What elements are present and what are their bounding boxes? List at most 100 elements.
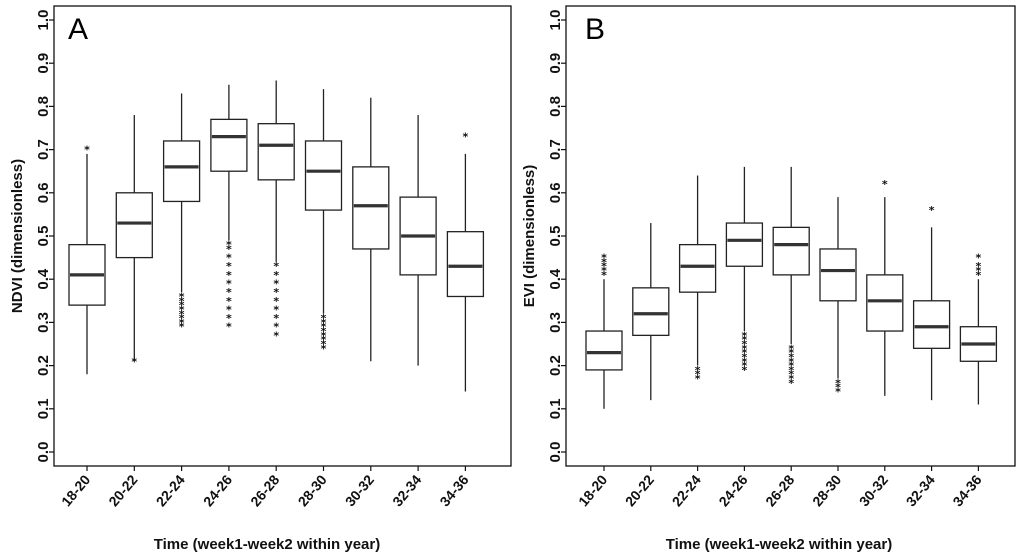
x-tick-label: 26-28	[247, 471, 282, 509]
outlier-point: *	[273, 303, 279, 316]
outlier-point: *	[742, 329, 748, 342]
box	[210, 118, 248, 172]
outlier-point: *	[788, 351, 794, 364]
outlier-point: *	[601, 260, 607, 273]
outlier-point: *	[179, 303, 185, 316]
outlier-point: *	[273, 321, 279, 334]
outlier-point: *	[695, 373, 701, 386]
y-tick-label: 0.3	[547, 312, 564, 333]
outlier-point: *	[788, 377, 794, 390]
box	[585, 330, 623, 371]
outlier-point: *	[321, 334, 327, 347]
box	[866, 274, 904, 332]
y-axis-ticks: 0.0 0.1 0.2 0.3 0.4 0.5 0.6 0.7 0.8 0.9 1.0	[547, 10, 566, 463]
y-tick-label: 0.2	[35, 355, 52, 376]
x-tick-label: 18-20	[58, 471, 93, 509]
outlier-point: *	[742, 364, 748, 377]
outlier-point: *	[742, 360, 748, 373]
outlier-point: *	[601, 256, 607, 269]
y-tick-label: 0.6	[35, 182, 52, 203]
outlier-point: *	[788, 355, 794, 368]
y-axis-title: NDVI (dimensionless)	[9, 159, 26, 313]
box	[819, 248, 857, 302]
box	[446, 231, 485, 298]
box	[912, 300, 951, 349]
y-tick-label: 0.5	[35, 226, 52, 247]
outlier-point: *	[226, 321, 232, 334]
outlier-point: *	[601, 265, 607, 278]
outlier-point: *	[226, 312, 232, 325]
outlier-point: *	[321, 338, 327, 351]
x-tick-label: 32-34	[903, 471, 938, 509]
y-tick-label: 0.2	[547, 355, 564, 376]
x-tick-label: 18-20	[575, 471, 610, 509]
panel-label: A	[68, 13, 88, 46]
y-axis-title: EVI (dimensionless)	[521, 165, 538, 308]
outlier-point: *	[226, 295, 232, 308]
outlier-point: *	[976, 265, 982, 278]
x-axis-ticks: 18-20 20-22 22-24 24-26 26-28 28-30 30-32 32-34…	[575, 466, 985, 509]
y-tick-label: 0.6	[547, 182, 564, 203]
box	[678, 243, 717, 293]
outlier-point: *	[321, 342, 327, 355]
outlier-point: *	[742, 351, 748, 364]
y-tick-label: 0.0	[547, 442, 564, 463]
outlier-point: *	[273, 295, 279, 308]
y-tick-label: 1.0	[547, 10, 564, 31]
y-tick-label: 0.9	[35, 53, 52, 74]
outlier-point: *	[742, 355, 748, 368]
outlier-point: *	[976, 252, 982, 265]
x-tick-label: 22-24	[669, 471, 704, 509]
outlier-point: *	[273, 260, 279, 273]
outlier-point: *	[273, 312, 279, 325]
box	[725, 222, 764, 267]
outlier-point: *	[601, 269, 607, 282]
y-tick-label: 0.8	[35, 96, 52, 117]
box-series: ******** ***************************	[585, 166, 998, 409]
y-tick-label: 0.3	[35, 312, 52, 333]
y-tick-label: 0.7	[547, 139, 564, 160]
outlier-point: *	[321, 321, 327, 334]
x-tick-label: 24-26	[715, 471, 750, 509]
x-tick-label: 20-22	[622, 471, 657, 509]
outlier-point: *	[321, 316, 327, 329]
box	[162, 140, 201, 203]
panel-label: B	[585, 13, 605, 46]
outlier-point: *	[226, 239, 232, 252]
outlier-point: *	[976, 260, 982, 273]
outlier-point: *	[742, 338, 748, 351]
outlier-point: *	[788, 368, 794, 381]
outlier-point: *	[321, 329, 327, 342]
box	[772, 226, 810, 276]
x-tick-label: 32-34	[389, 471, 424, 509]
x-tick-label: 28-30	[809, 471, 844, 509]
outlier-point: *	[273, 278, 279, 291]
y-tick-label: 0.5	[547, 226, 564, 247]
y-tick-label: 0.4	[547, 268, 564, 290]
x-tick-label: 20-22	[105, 471, 140, 509]
outlier-point: *	[84, 144, 90, 157]
y-tick-label: 0.4	[35, 268, 52, 290]
y-tick-label: 0.0	[35, 442, 52, 463]
outlier-point: *	[742, 347, 748, 360]
outlier-point: *	[835, 381, 841, 394]
outlier-point: *	[226, 303, 232, 316]
x-tick-label: 22-24	[153, 471, 188, 509]
outlier-point: *	[601, 252, 607, 265]
y-tick-label: 0.1	[35, 398, 52, 419]
outlier-point: *	[273, 269, 279, 282]
outlier-point: *	[321, 325, 327, 338]
outlier-point: *	[179, 295, 185, 308]
box	[304, 140, 343, 211]
outlier-point: *	[273, 286, 279, 299]
outlier-point: *	[788, 360, 794, 373]
y-tick-label: 0.1	[547, 398, 564, 419]
panel-a: A NDVI (dimensionless) Time (week1-week2…	[9, 5, 512, 553]
outlier-point: *	[179, 290, 185, 303]
y-tick-label: 0.7	[35, 139, 52, 160]
outlier-point: *	[226, 252, 232, 265]
outlier-point: *	[226, 278, 232, 291]
y-axis-ticks: 0.0 0.1 0.2 0.3 0.4 0.5 0.6 0.7 0.8 0.9 1.0	[35, 10, 54, 463]
outlier-point: *	[929, 204, 935, 217]
outlier-point: *	[179, 321, 185, 334]
